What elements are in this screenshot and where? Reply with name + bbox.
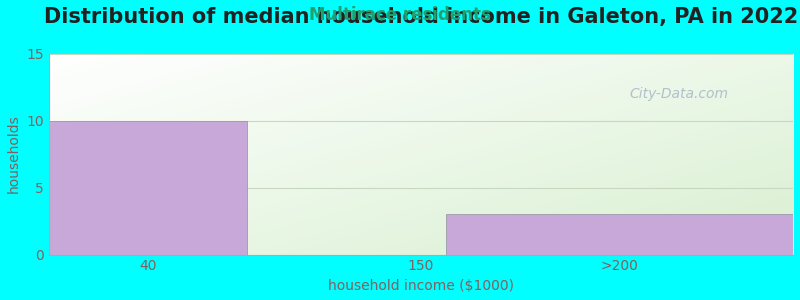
Bar	[49, 121, 247, 255]
Bar	[446, 214, 793, 255]
Text: City-Data.com: City-Data.com	[630, 87, 728, 101]
X-axis label: household income ($1000): household income ($1000)	[328, 279, 514, 293]
Title: Distribution of median household income in Galeton, PA in 2022: Distribution of median household income …	[44, 7, 798, 27]
Text: Multirace residents: Multirace residents	[309, 6, 491, 24]
Y-axis label: households: households	[7, 115, 21, 194]
